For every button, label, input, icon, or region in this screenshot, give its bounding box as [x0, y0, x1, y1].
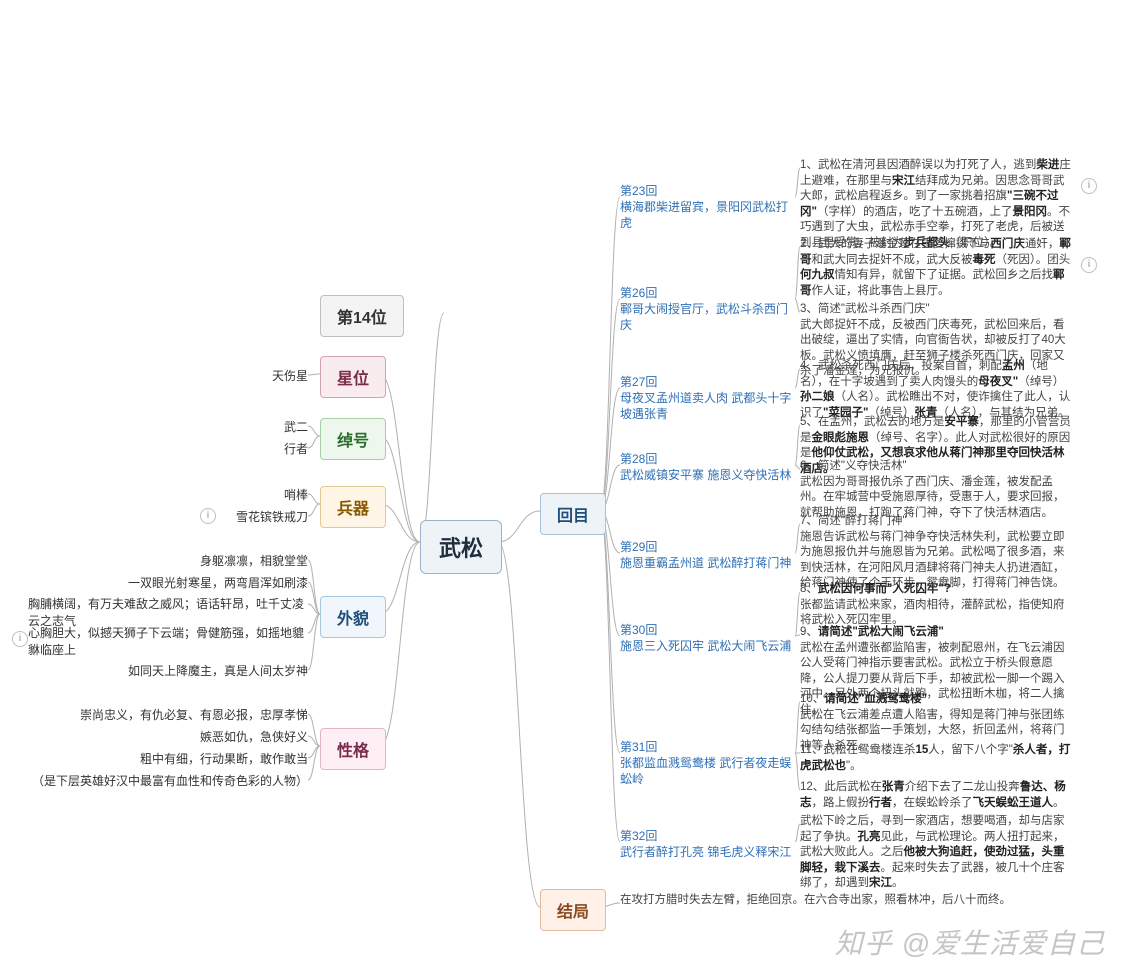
chapter-detail: 4、武松杀死西门庆后，投案自首，刺配孟州（地名），在十字坡遇到了卖人肉馒头的母夜… — [800, 359, 1075, 421]
chapter-detail: 8、武松因何事而"入死囚牢"?张都监请武松来家，酒肉相待，灌醉武松，指使知府将武… — [800, 582, 1075, 629]
cat-end: 结局 — [540, 889, 606, 931]
leaf: 粗中有细，行动果断，敢作敢当 — [140, 750, 308, 767]
cat-look: 外貌 — [320, 596, 386, 638]
leaf: 行者 — [284, 440, 308, 457]
chapter-title: 第28回武松威镇安平寨 施恩义夺快活林 — [620, 451, 795, 483]
info-icon[interactable]: i — [200, 508, 216, 524]
cat-weapon: 兵器 — [320, 486, 386, 528]
leaf: 崇尚忠义，有仇必复、有恩必报，忠厚孝悌 — [80, 706, 308, 723]
chapter-title: 第26回鄆哥大闹授官厅，武松斗杀西门庆 — [620, 285, 795, 334]
watermark: 知乎 @爱生活爱自己 — [835, 922, 1105, 962]
leaf: 武二 — [284, 418, 308, 435]
ending-text: 在攻打方腊时失去左臂，拒绝回京。在六合寺出家，照看林冲，后八十而终。 — [620, 893, 1050, 909]
leaf: 身躯凛凛，相貌堂堂 — [200, 552, 308, 569]
leaf: 天伤星 — [272, 367, 308, 384]
leaf: （是下层英雄好汉中最富有血性和传奇色彩的人物） — [32, 772, 308, 789]
leaf: 一双眼光射寒星，两弯眉浑如刷漆 — [128, 574, 308, 591]
chapter-title: 第29回施恩重霸孟州道 武松醉打蒋门神 — [620, 539, 795, 571]
root-node: 武松 — [420, 520, 502, 574]
cat-rank: 第14位 — [320, 295, 404, 337]
cat-star: 星位 — [320, 356, 386, 398]
info-icon[interactable]: i — [12, 631, 28, 647]
chapter-title: 第31回张都监血溅鸳鸯楼 武行者夜走蜈蚣岭 — [620, 739, 795, 788]
cat-chapter: 回目 — [540, 493, 606, 535]
chapter-detail: 12、此后武松在张青介绍下去了二龙山投奔鲁达、杨志，路上假扮行者，在蜈蚣岭杀了飞… — [800, 780, 1075, 811]
chapter-detail: 6、简述"义夺快活林"武松因为哥哥报仇杀了西门庆、潘金莲，被发配孟州。在牢城营中… — [800, 459, 1075, 521]
chapter-title: 第27回母夜叉孟州道卖人肉 武都头十字坡遇张青 — [620, 374, 795, 423]
cat-char: 性格 — [320, 728, 386, 770]
leaf: 嫉恶如仇，急侠好义 — [200, 728, 308, 745]
chapter-detail: 11、武松在鸳鸯楼连杀15人，留下八个字"杀人者，打虎武松也"。 — [800, 743, 1075, 774]
chapter-title: 第23回横海郡柴进留宾，景阳冈武松打虎 — [620, 183, 795, 232]
leaf: 如同天上降魔主，真是人间太岁神 — [128, 662, 308, 679]
info-icon[interactable]: i — [1081, 257, 1097, 273]
info-icon[interactable]: i — [1081, 178, 1097, 194]
leaf: 心胸胆大，似撼天狮子下云端；骨健筋强，如摇地貔貅临座上 — [28, 625, 308, 659]
cat-nick: 绰号 — [320, 418, 386, 460]
leaf: 哨棒 — [284, 486, 308, 503]
chapter-detail: 武松下岭之后，寻到一家酒店，想要喝酒，却与店家起了争执。孔亮见此，与武松理论。两… — [800, 814, 1075, 892]
chapter-title: 第30回施恩三入死囚牢 武松大闹飞云浦 — [620, 622, 795, 654]
chapter-detail: 2、武大的妻子潘金莲在王婆撺掇下与西门庆通奸，鄆哥和武大同去捉奸不成，武大反被毒… — [800, 237, 1075, 299]
leaf: 雪花镔铁戒刀 — [236, 508, 308, 525]
chapter-detail: 7、简述"醉打蒋门神"施恩告诉武松与蒋门神争夺快活林失利，武松要立即为施恩报仇并… — [800, 514, 1075, 592]
chapter-title: 第32回武行者醉打孔亮 锦毛虎义释宋江 — [620, 828, 795, 860]
